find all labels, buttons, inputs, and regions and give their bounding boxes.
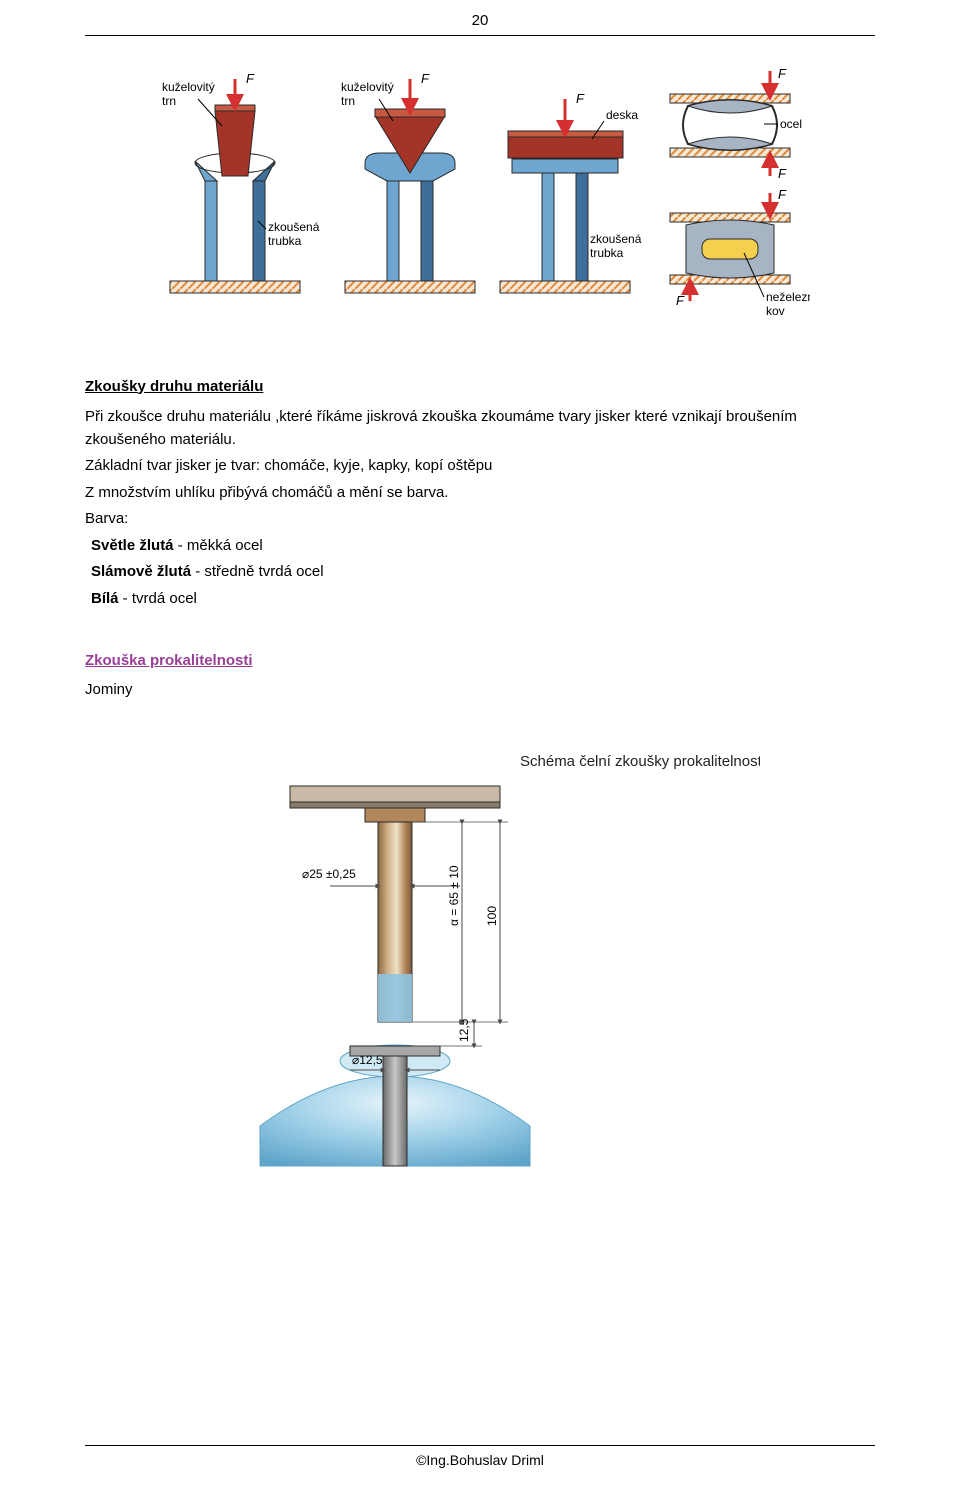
c2-rest: - středně tvrdá ocel: [191, 563, 324, 580]
svg-text:⌀25 ±0,25: ⌀25 ±0,25: [302, 867, 356, 881]
svg-text:kuželovitý: kuželovitý: [162, 80, 215, 94]
c2-bold: Slámově žlutá: [91, 563, 191, 580]
c3-rest: - tvrdá ocel: [119, 590, 197, 607]
figure-2: Schéma čelní zkoušky prokalitelnosti: [85, 726, 875, 1176]
figure-1: F kuželovitý trn zkoušená trubka: [85, 61, 875, 331]
svg-text:kuželovitý: kuželovitý: [341, 80, 394, 94]
c1-rest: - měkká ocel: [174, 537, 263, 554]
svg-text:zkoušená: zkoušená: [590, 232, 642, 246]
svg-text:F: F: [778, 66, 787, 81]
svg-text:ocel: ocel: [780, 117, 802, 131]
fig2-caption: Schéma čelní zkoušky prokalitelnosti: [520, 753, 760, 770]
svg-text:F: F: [421, 71, 430, 86]
svg-text:trn: trn: [162, 94, 176, 108]
section2-subtitle: Jominy: [85, 679, 875, 702]
section1-line-base: Základní tvar jisker je tvar: chomáče, k…: [85, 455, 875, 478]
page-footer: ©Ing.Bohuslav Driml: [85, 1445, 875, 1471]
svg-text:F: F: [778, 187, 787, 202]
section1-line-qty: Z množstvím uhlíku přibývá chomáčů a měn…: [85, 482, 875, 505]
c1-bold: Světle žlutá: [91, 537, 174, 554]
svg-text:trubka: trubka: [268, 234, 302, 248]
svg-text:F: F: [778, 166, 787, 181]
svg-text:α = 65 ± 10: α = 65 ± 10: [447, 865, 461, 926]
tube-tests-diagram: F kuželovitý trn zkoušená trubka: [150, 61, 810, 331]
footer-rule: [85, 1445, 875, 1446]
color-line-3: Bílá - tvrdá ocel: [91, 588, 875, 611]
footer-text: ©Ing.Bohuslav Driml: [85, 1450, 875, 1471]
svg-text:F: F: [246, 71, 255, 86]
svg-text:12,5: 12,5: [457, 1018, 471, 1042]
section1-para1: Při zkoušce druhu materiálu ,které říkám…: [85, 406, 875, 451]
color-line-1: Světle žlutá - měkká ocel: [91, 535, 875, 558]
svg-text:neželezný: neželezný: [766, 290, 810, 304]
svg-text:100: 100: [485, 906, 499, 926]
svg-text:zkoušená: zkoušená: [268, 220, 320, 234]
svg-text:trn: trn: [341, 94, 355, 108]
color-line-2: Slámově žlutá - středně tvrdá ocel: [91, 561, 875, 584]
page-number: 20: [85, 0, 875, 35]
section1-heading: Zkoušky druhu materiálu: [85, 376, 875, 399]
section2-heading: Zkouška prokalitelnosti: [85, 650, 875, 673]
svg-text:deska: deska: [606, 108, 638, 122]
c3-bold: Bílá: [91, 590, 119, 607]
svg-text:⌀12,5: ⌀12,5: [352, 1053, 383, 1067]
jominy-diagram: Schéma čelní zkoušky prokalitelnosti: [200, 726, 760, 1176]
svg-text:kov: kov: [766, 304, 785, 318]
svg-text:F: F: [676, 293, 685, 308]
section1-barva: Barva:: [85, 508, 875, 531]
svg-text:trubka: trubka: [590, 246, 624, 260]
svg-text:F: F: [576, 91, 585, 106]
